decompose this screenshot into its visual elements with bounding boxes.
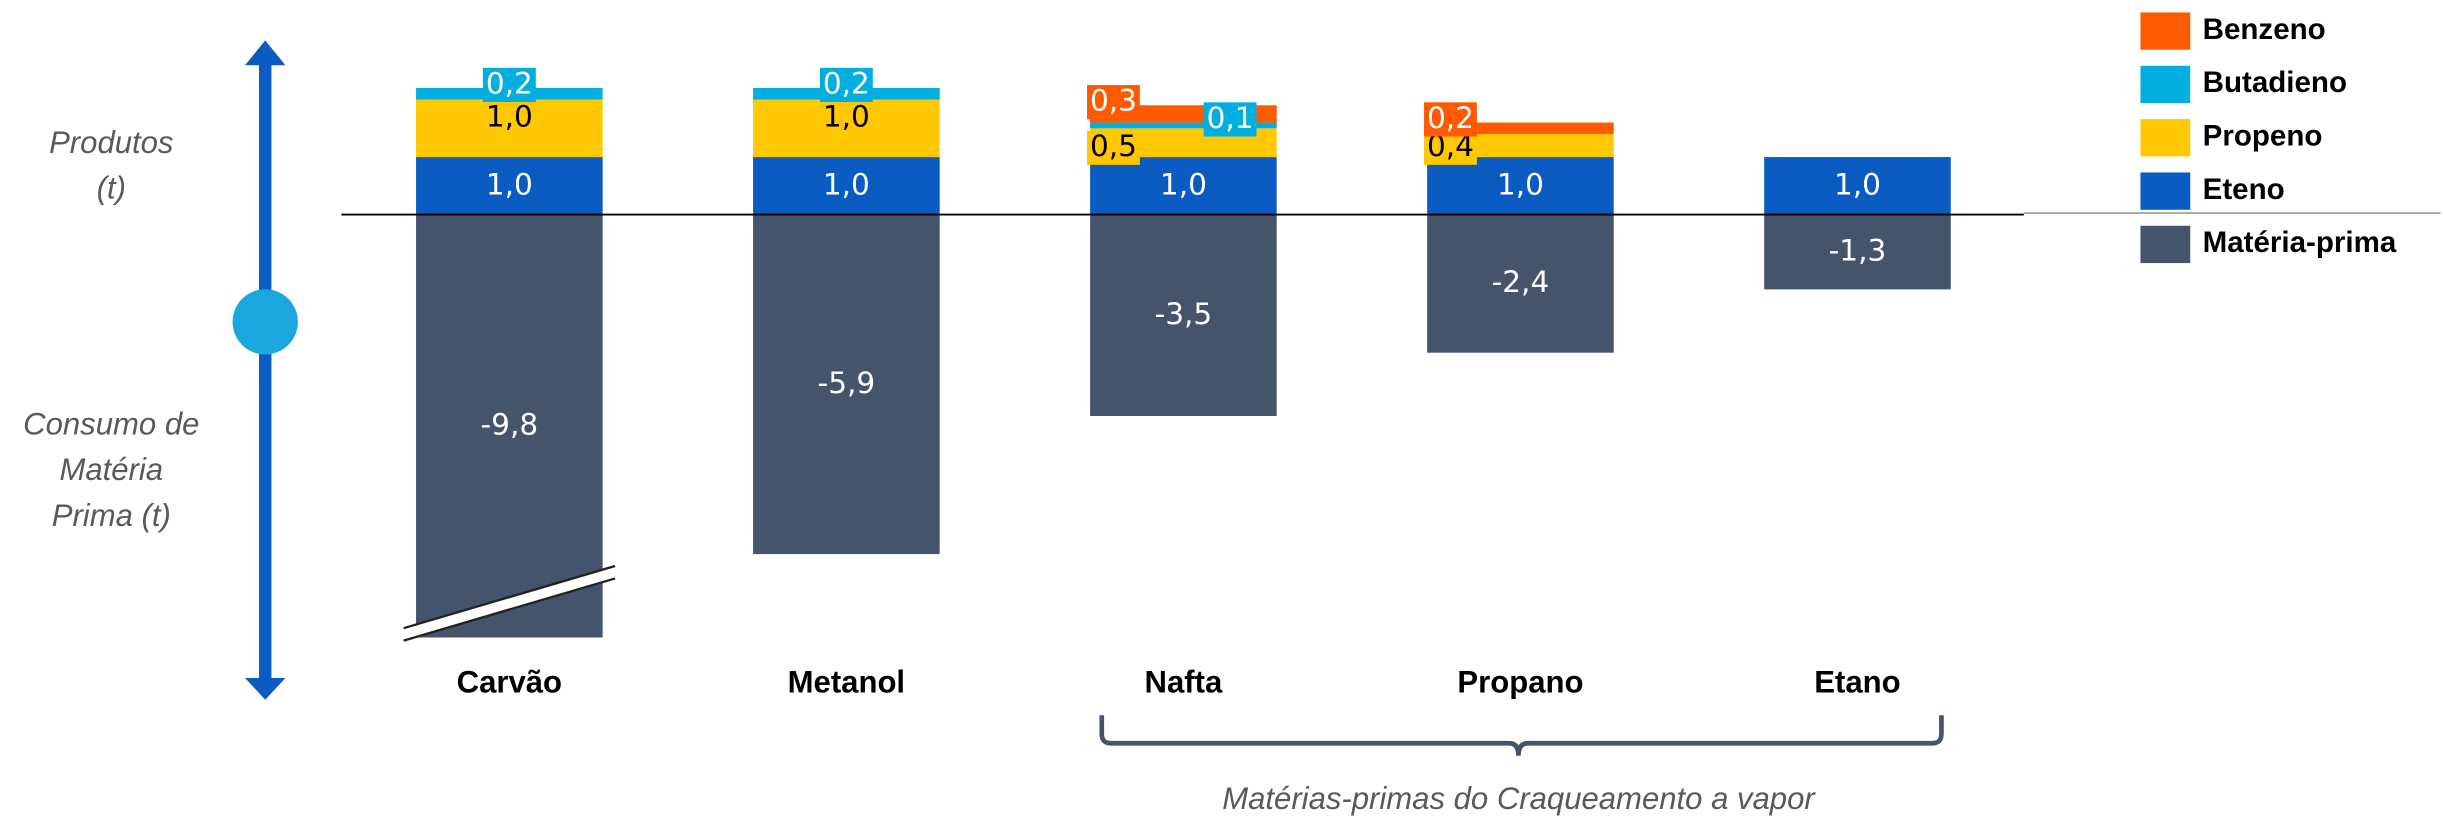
data-label: 1,0 — [1834, 167, 1881, 201]
bar-segment — [753, 99, 940, 158]
x-tick-label: Metanol — [788, 664, 905, 699]
axis-annotation: Prima (t) — [52, 498, 171, 533]
axis-annotation: (t) — [97, 171, 126, 206]
bar-segment — [1764, 214, 1951, 290]
data-label: 0,2 — [1427, 101, 1474, 135]
axis-break — [403, 564, 616, 642]
label-box — [482, 67, 536, 103]
legend-label: Benzeno — [2203, 13, 2326, 46]
bar-segment — [1427, 157, 1614, 215]
bar-segment — [1427, 214, 1614, 353]
data-label: -2,4 — [1492, 265, 1550, 299]
bar-segment — [1764, 157, 1951, 215]
legend-label: Eteno — [2203, 173, 2285, 206]
data-label: 1,0 — [486, 167, 533, 201]
data-label: 1,0 — [823, 167, 870, 201]
bar-segment — [416, 157, 603, 215]
scale-arrow — [232, 40, 298, 700]
data-label: -1,3 — [1829, 234, 1887, 268]
x-tick-label: Propano — [1457, 664, 1583, 699]
label-box — [1086, 130, 1140, 165]
x-tick-label: Carvão — [457, 664, 562, 699]
bar-segment — [753, 157, 940, 215]
data-label: 1,0 — [1497, 167, 1544, 201]
data-label: 0,2 — [823, 66, 870, 100]
legend-swatch — [2140, 225, 2191, 264]
legend-swatch — [2140, 119, 2191, 157]
bar-segment — [1090, 214, 1277, 416]
legend-swatch — [2140, 65, 2191, 104]
data-label: 1,0 — [1160, 167, 1207, 201]
data-label: 0,2 — [486, 66, 533, 100]
break-line — [403, 564, 616, 630]
bar-segment — [753, 214, 940, 555]
x-tick-label: Etano — [1814, 664, 1900, 699]
axis-annotation: Consumo de — [23, 406, 199, 441]
bracket-label: Matérias-primas do Craqueamento a vapor — [1222, 781, 1816, 816]
label-box — [1424, 102, 1477, 137]
label-box — [1203, 102, 1257, 137]
bracket — [1099, 715, 1944, 756]
axis-annotation: Produtos — [49, 125, 173, 160]
data-label: 1,0 — [823, 100, 870, 134]
data-label: 1,0 — [486, 100, 533, 134]
legend-swatch — [2140, 12, 2191, 50]
bar-segment — [416, 214, 603, 638]
bar-segment — [1427, 122, 1614, 135]
break-gap — [403, 565, 616, 641]
legend-swatch — [2140, 172, 2191, 210]
legend-label: Propeno — [2203, 120, 2323, 153]
x-tick-label: Nafta — [1145, 664, 1223, 699]
data-label: -9,8 — [481, 408, 539, 442]
data-label: 0,3 — [1090, 84, 1137, 118]
data-label: -5,9 — [818, 366, 876, 400]
bar-segment — [1090, 157, 1277, 215]
label-box — [1086, 85, 1140, 120]
bar-segment — [416, 99, 603, 158]
legend-label: Butadieno — [2203, 66, 2347, 99]
break-line — [403, 577, 616, 642]
data-label: 0,5 — [1090, 129, 1137, 163]
bar-segment — [1090, 122, 1277, 129]
legend-label: Matéria-prima — [2203, 226, 2397, 259]
data-label: 0,1 — [1207, 101, 1254, 135]
axis-annotation: Matéria — [59, 452, 163, 487]
data-label: -3,5 — [1155, 297, 1213, 331]
label-box — [819, 67, 873, 103]
